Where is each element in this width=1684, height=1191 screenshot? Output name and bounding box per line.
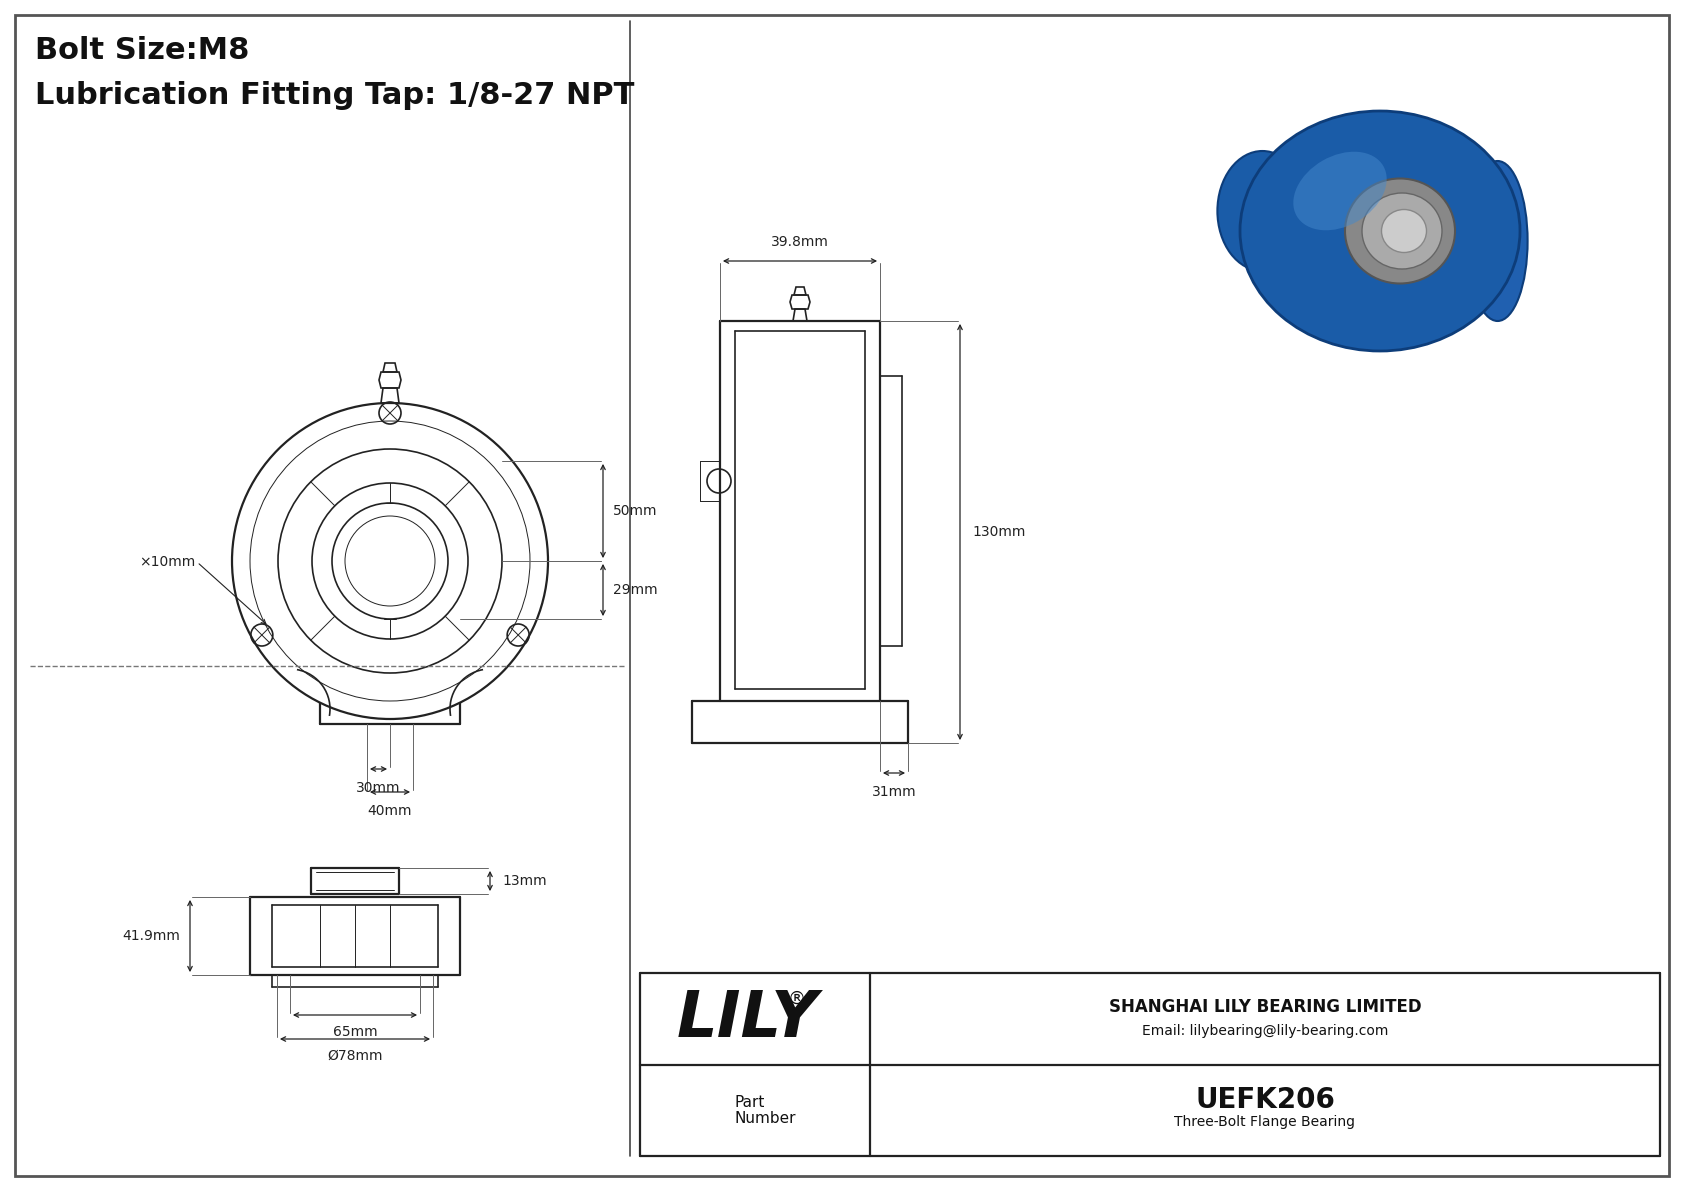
Text: Three-Bolt Flange Bearing: Three-Bolt Flange Bearing xyxy=(1174,1115,1356,1129)
Text: LILY: LILY xyxy=(677,987,818,1049)
Ellipse shape xyxy=(1239,111,1521,351)
Ellipse shape xyxy=(1467,161,1527,322)
Text: 130mm: 130mm xyxy=(972,525,1026,540)
Ellipse shape xyxy=(1346,179,1455,283)
Text: Number: Number xyxy=(734,1111,797,1125)
Text: Ø78mm: Ø78mm xyxy=(327,1049,382,1064)
Text: 40mm: 40mm xyxy=(367,804,413,818)
Text: ×10mm: ×10mm xyxy=(138,555,195,569)
Text: 41.9mm: 41.9mm xyxy=(123,929,180,943)
Text: 50mm: 50mm xyxy=(613,504,657,518)
Text: Email: lilybearing@lily-bearing.com: Email: lilybearing@lily-bearing.com xyxy=(1142,1024,1388,1037)
Text: 65mm: 65mm xyxy=(333,1025,377,1039)
Text: Part: Part xyxy=(734,1095,765,1110)
Text: 31mm: 31mm xyxy=(872,785,916,799)
Text: SHANGHAI LILY BEARING LIMITED: SHANGHAI LILY BEARING LIMITED xyxy=(1108,998,1421,1016)
Ellipse shape xyxy=(1381,210,1426,252)
Ellipse shape xyxy=(1218,151,1307,272)
Text: ®: ® xyxy=(788,990,807,1008)
Ellipse shape xyxy=(1293,151,1386,230)
Ellipse shape xyxy=(1362,193,1442,269)
Text: UEFK206: UEFK206 xyxy=(1196,1086,1335,1115)
Text: 13mm: 13mm xyxy=(502,874,547,888)
Text: Lubrication Fitting Tap: 1/8-27 NPT: Lubrication Fitting Tap: 1/8-27 NPT xyxy=(35,81,635,110)
Text: 29mm: 29mm xyxy=(613,584,658,597)
Text: 39.8mm: 39.8mm xyxy=(771,235,829,249)
Text: Bolt Size:M8: Bolt Size:M8 xyxy=(35,36,249,66)
Text: 30mm: 30mm xyxy=(357,781,401,796)
